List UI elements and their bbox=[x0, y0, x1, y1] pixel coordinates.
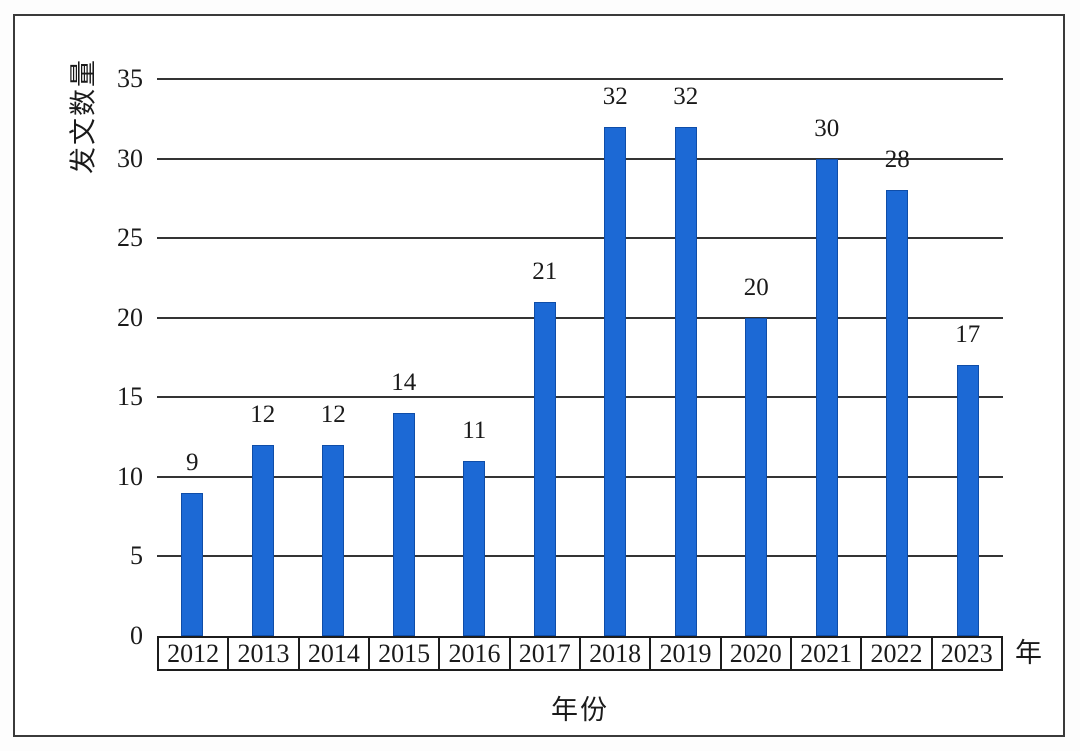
x-category-cell: 2019 bbox=[649, 636, 722, 671]
bar bbox=[251, 445, 274, 636]
bar-value-label: 17 bbox=[955, 321, 981, 349]
x-axis-title: 年份 bbox=[551, 695, 609, 725]
plot-area: 9 12 12 14 11 21 32 32 20 30 28 17 bbox=[157, 78, 1003, 636]
x-category-cell: 2017 bbox=[508, 636, 581, 671]
y-tick-label: 35 bbox=[117, 64, 143, 93]
gridline bbox=[157, 78, 1003, 80]
gridline bbox=[157, 316, 1003, 319]
x-axis-category-row: 2012 2013 2014 2015 2016 2017 2018 2019 2020 2021… bbox=[157, 636, 1003, 671]
gridline bbox=[157, 475, 1003, 478]
y-tick-label: 0 bbox=[130, 621, 143, 650]
bar-value-label: 20 bbox=[743, 273, 769, 301]
gridline bbox=[157, 555, 1003, 558]
bar-value-label: 11 bbox=[462, 416, 487, 444]
x-category-cell: 2022 bbox=[860, 636, 933, 671]
bar bbox=[322, 445, 345, 636]
x-category-cell: 2015 bbox=[367, 636, 441, 671]
chart-frame: 发文数量 0 5 10 15 20 25 30 35 9 12 12 14 11 21 32 32 20 30 2… bbox=[13, 14, 1065, 737]
y-tick-label: 10 bbox=[117, 461, 143, 491]
bar bbox=[886, 190, 909, 636]
x-category-cell: 2018 bbox=[578, 636, 652, 671]
bar-value-label: 30 bbox=[814, 114, 840, 142]
gridline bbox=[157, 157, 1003, 160]
bar-value-label: 9 bbox=[186, 448, 199, 476]
y-tick-label: 25 bbox=[117, 223, 143, 253]
bar bbox=[745, 317, 768, 636]
bar-value-label: 32 bbox=[673, 82, 699, 110]
bar bbox=[181, 492, 204, 636]
y-tick-label: 30 bbox=[117, 143, 143, 173]
bar-value-label: 32 bbox=[602, 82, 628, 110]
bar bbox=[533, 301, 556, 636]
gridline bbox=[157, 237, 1003, 240]
bar-value-label: 14 bbox=[391, 369, 417, 397]
bar bbox=[604, 126, 627, 636]
bar-value-label: 12 bbox=[250, 401, 276, 429]
x-category-cell: 2014 bbox=[297, 636, 370, 671]
y-tick-label: 20 bbox=[117, 302, 143, 332]
bar-value-label: 28 bbox=[884, 146, 910, 174]
bar-value-label: 21 bbox=[532, 257, 558, 285]
bar bbox=[463, 460, 486, 636]
x-axis-unit-label: 年 bbox=[1015, 638, 1042, 668]
y-axis-tick-labels: 0 5 10 15 20 25 30 35 bbox=[73, 65, 143, 650]
y-tick-label: 5 bbox=[130, 541, 143, 571]
bar bbox=[956, 365, 979, 636]
bar bbox=[392, 413, 415, 636]
gridline bbox=[157, 396, 1003, 399]
x-category-cell: 2012 bbox=[157, 636, 230, 671]
bar bbox=[815, 158, 838, 636]
x-category-cell: 2016 bbox=[438, 636, 511, 671]
bar bbox=[674, 126, 697, 636]
x-category-cell: 2021 bbox=[789, 636, 863, 671]
bar-value-label: 12 bbox=[320, 401, 346, 429]
x-category-cell: 2020 bbox=[719, 636, 792, 671]
x-category-cell: 2013 bbox=[227, 636, 300, 671]
y-tick-label: 15 bbox=[117, 382, 143, 412]
x-category-cell: 2023 bbox=[930, 636, 1003, 671]
